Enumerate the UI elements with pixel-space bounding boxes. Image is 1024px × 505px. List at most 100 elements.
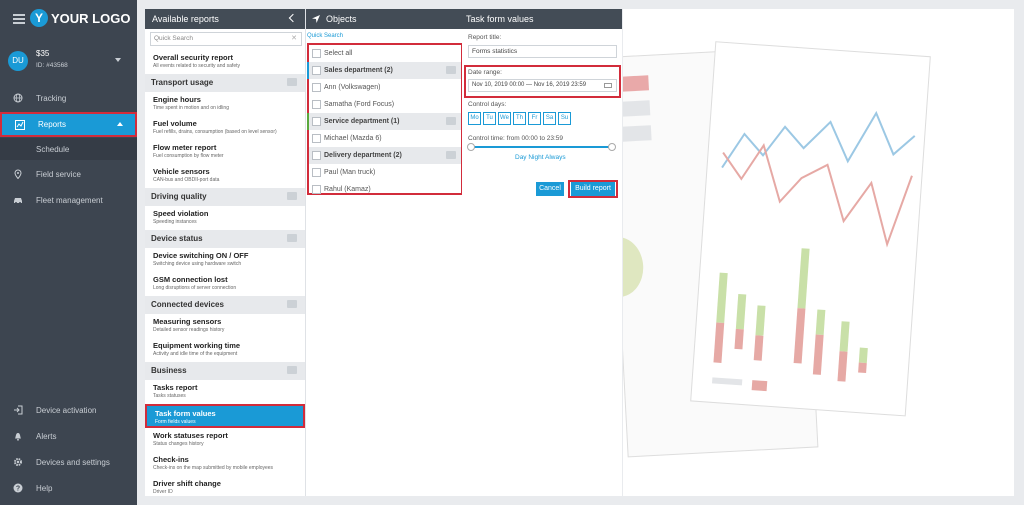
report-illustration [623,9,1014,496]
report-item[interactable]: Driver shift change Driver ID [145,476,305,500]
sidebar-item-label: Field service [36,169,81,179]
report-category: Device status [145,230,305,248]
control-time-slider[interactable] [467,143,616,151]
panel-header: Task form values [462,9,622,29]
checkbox[interactable] [312,83,321,92]
sidebar-item-label: Device activation [36,405,97,415]
checkbox[interactable] [312,185,321,194]
object-row[interactable]: Michael (Mazda 6) [309,130,461,147]
report-item[interactable]: Overall security report All events relate… [145,50,305,74]
checkbox[interactable] [312,117,321,126]
sidebar-item-reports[interactable]: Reports [0,112,137,137]
report-papers-illustration [623,41,931,458]
object-group-row[interactable]: Sales department (2) [307,62,461,79]
avatar: DU [8,51,28,71]
report-description: Activity and idle time of the equipment [153,351,238,357]
control-time-label: Control time: from 00:00 to 23:59 [468,135,564,142]
report-item[interactable]: Flow meter report Fuel consumption by flo… [145,140,305,164]
checkbox[interactable] [312,151,321,160]
report-item[interactable]: Fuel volume Fuel refills, drains, consump… [145,116,305,140]
sidebar-item-label: Help [36,483,53,493]
sidebar-item-alerts[interactable]: Alerts [0,425,137,447]
report-category: Connected devices [145,296,305,314]
report-item[interactable]: Work statuses report Status changes histo… [145,428,305,452]
report-item[interactable]: Tasks report Tasks statuses [145,380,305,404]
sidebar-item-schedule[interactable]: Schedule [0,138,137,160]
day-toggle-su[interactable]: Su [558,112,571,125]
slider-handle-end[interactable] [608,143,616,151]
day-toggle-sa[interactable]: Sa [543,112,556,125]
day-toggle-mo[interactable]: Mo [468,112,481,125]
comment-icon [446,117,456,125]
object-label: Service department (1) [324,118,400,125]
report-title: Overall security report [153,53,234,62]
day-toggle-fr[interactable]: Fr [528,112,541,125]
slider-handle-start[interactable] [467,143,475,151]
chevron-down-icon[interactable] [115,58,121,62]
calendar-icon[interactable] [604,83,612,88]
day-toggle-th[interactable]: Th [513,112,526,125]
checkbox[interactable] [312,100,321,109]
object-row[interactable]: Samatha (Ford Focus) [309,96,461,113]
sidebar-item-field-service[interactable]: Field service [0,163,137,185]
report-item[interactable]: GSM connection lost Long disruptions of s… [145,272,305,296]
date-range-input[interactable]: Nov 10, 2019 00:00 — Nov 16, 2019 23:59 [468,79,617,92]
date-range-label: Date range: [468,69,502,76]
chevron-up-icon [117,122,123,126]
cancel-button[interactable]: Cancel [536,182,564,196]
object-row[interactable]: Select all [309,45,461,62]
logo-row: Y YOUR LOGO [0,0,137,36]
search-placeholder: Quick Search [154,35,194,42]
chart-icon [15,119,25,130]
checkbox[interactable] [312,168,321,177]
report-category: Driving quality [145,188,305,206]
report-title: Speed violation [153,209,209,218]
report-title: Driver shift change [153,479,221,488]
user-id: ID: #43568 [36,62,68,69]
sidebar-item-device-activation[interactable]: Device activation [0,399,137,421]
report-item[interactable]: Engine hours Time spent in motion and on … [145,92,305,116]
comment-icon [287,192,297,200]
chevron-left-icon[interactable] [288,13,298,23]
report-item[interactable]: Vehicle sensors CAN-bus and OBDII-port da… [145,164,305,188]
day-night-always-links[interactable]: Day Night Always [515,154,566,161]
report-description: Long disruptions of server connection [153,285,237,291]
reports-search-input[interactable]: Quick Search ✕ [150,32,302,46]
object-group-row[interactable]: Delivery department (2) [307,147,461,164]
hamburger-menu-icon[interactable] [13,14,25,24]
report-item[interactable]: Check-ins Check-ins on the map submitted … [145,452,305,476]
report-item[interactable]: Speed violation Speeding instances [145,206,305,230]
sidebar-item-fleet-management[interactable]: Fleet management [0,189,137,211]
checkbox[interactable] [312,134,321,143]
checkbox[interactable] [312,49,321,58]
report-item[interactable]: Task form values Form fields values [145,404,305,428]
object-row[interactable]: Paul (Man truck) [309,164,461,181]
report-item[interactable]: Equipment working time Activity and idle … [145,338,305,362]
build-report-button[interactable]: Build report [571,182,615,196]
day-toggle-tu[interactable]: Tu [483,112,496,125]
sidebar-item-devices-settings[interactable]: Devices and settings [0,451,137,473]
panel-header: Objects [306,9,462,29]
sidebar-item-help[interactable]: ? Help [0,477,137,499]
panel-title: Objects [326,14,357,24]
report-description: Switching device using hardware switch [153,261,242,267]
report-item[interactable]: Measuring sensors Detailed sensor reading… [145,314,305,338]
object-group-row[interactable]: Service department (1) [307,113,461,130]
checkbox[interactable] [312,66,321,75]
report-description: Status changes history [153,441,204,447]
sidebar-item-label: Fleet management [36,195,103,205]
objects-list: Select all Sales department (2) Ann (Volks… [307,43,463,195]
user-menu[interactable]: DU $35 ID: #43568 [0,44,137,76]
report-title: Equipment working time [153,341,241,350]
report-title: Tasks report [153,383,198,392]
objects-search-input[interactable]: Quick Search [307,33,344,39]
report-title-input[interactable]: Forms statistics [468,45,617,58]
clear-icon[interactable]: ✕ [291,35,297,42]
object-row[interactable]: Rahul (Kamaz) [309,181,461,198]
report-item[interactable]: Device switching ON / OFF Switching devic… [145,248,305,272]
day-toggle-we[interactable]: We [498,112,511,125]
object-row[interactable]: Ann (Volkswagen) [309,79,461,96]
car-icon [13,195,23,205]
reports-list: Overall security report All events relate… [145,50,305,500]
sidebar-item-tracking[interactable]: Tracking [0,87,137,109]
